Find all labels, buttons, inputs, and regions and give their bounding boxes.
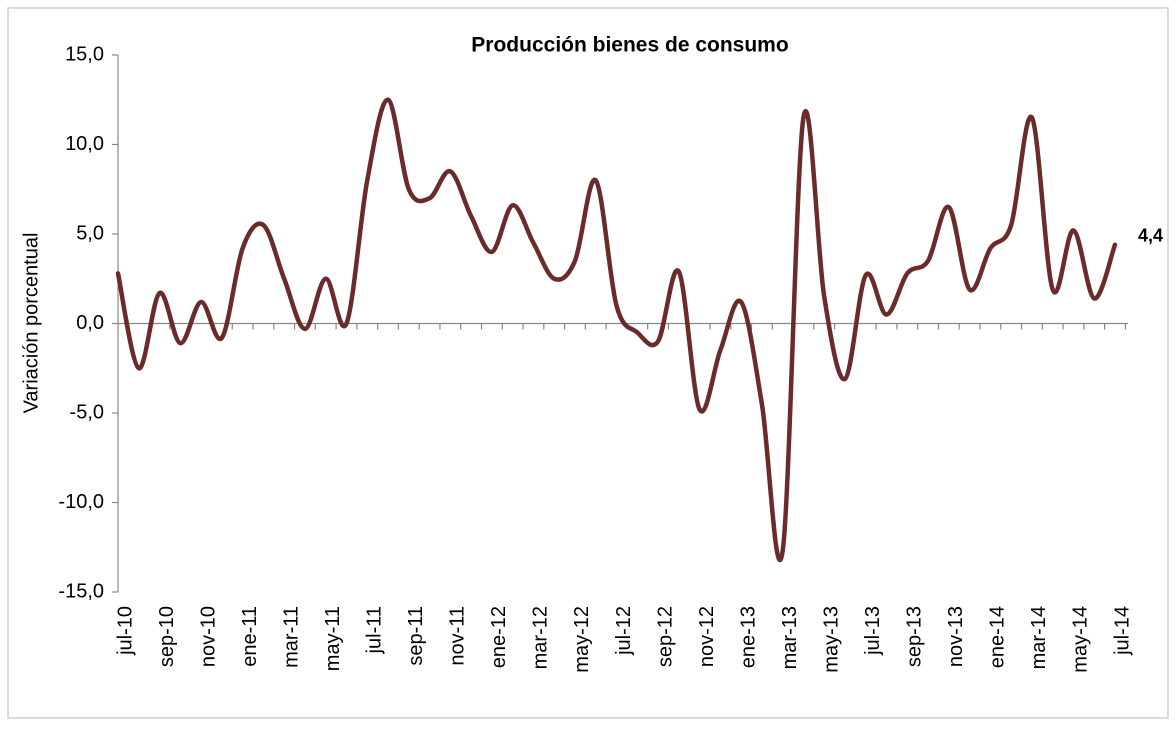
x-tick-label: mar-14 — [1028, 606, 1050, 669]
x-tick-label: sep-12 — [654, 606, 676, 667]
y-tick-label: 0,0 — [76, 312, 104, 334]
chart-title: Producción bienes de consumo — [471, 34, 788, 57]
x-tick-label: ene-11 — [239, 606, 261, 667]
y-axis-label: Variación porcentual — [20, 233, 42, 414]
x-tick-label: nov-13 — [945, 606, 967, 667]
y-tick-label: -10,0 — [58, 491, 104, 513]
y-tick-label: -15,0 — [58, 580, 104, 602]
x-tick-label: nov-12 — [696, 606, 718, 667]
x-tick-label: jul-11 — [364, 606, 386, 654]
y-tick-label: -5,0 — [70, 401, 104, 423]
x-tick-label: sep-13 — [904, 606, 926, 667]
x-tick-label: jul-10 — [114, 606, 136, 656]
x-tick-label: ene-14 — [987, 606, 1009, 668]
x-tick-label: may-14 — [1070, 606, 1092, 673]
data-label: 4,4 — [1138, 225, 1163, 245]
x-tick-label: may-12 — [571, 606, 593, 673]
data-line — [115, 97, 1118, 563]
x-tick-label: sep-11 — [405, 606, 427, 666]
chart-frame — [7, 7, 1169, 719]
x-tick-label: jul-14 — [1111, 606, 1133, 656]
x-tick-label: jul-12 — [613, 606, 635, 656]
x-tick-label: mar-11 — [280, 606, 302, 668]
x-tick-label: ene-12 — [488, 606, 510, 668]
y-tick-label: 5,0 — [76, 222, 104, 244]
x-tick-label: nov-10 — [197, 606, 219, 667]
x-tick-label: jul-13 — [862, 606, 884, 656]
y-tick-label: 15,0 — [65, 43, 104, 65]
x-tick-label: may-13 — [820, 606, 842, 673]
y-tick-label: 10,0 — [65, 133, 104, 155]
x-tick-label: nov-11 — [447, 606, 469, 666]
x-tick-label: sep-10 — [156, 606, 178, 667]
x-tick-label: ene-13 — [737, 606, 759, 668]
x-tick-label: mar-12 — [530, 606, 552, 669]
x-tick-label: may-11 — [322, 606, 344, 671]
x-tick-label: mar-13 — [779, 606, 801, 669]
